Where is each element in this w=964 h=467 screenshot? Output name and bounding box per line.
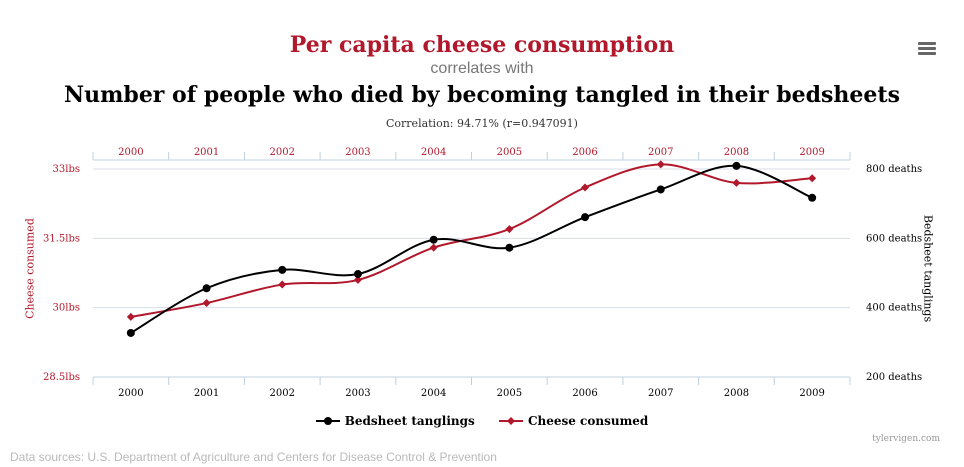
bedsheet-point bbox=[505, 243, 514, 252]
x-top-tick-label: 2006 bbox=[572, 147, 597, 158]
x-bottom-tick-label: 2003 bbox=[345, 388, 370, 399]
y-right-tick-label: 800 deaths bbox=[866, 164, 922, 175]
menu-bar bbox=[918, 47, 936, 50]
y-left-tick-label: 30lbs bbox=[53, 303, 80, 314]
x-top-tick-label: 2003 bbox=[345, 147, 370, 158]
y-left-tick-label: 31.5lbs bbox=[43, 233, 80, 244]
x-top-tick-label: 2008 bbox=[724, 147, 749, 158]
series-line-cheese bbox=[130, 163, 813, 318]
bedsheet-point bbox=[581, 213, 590, 222]
correlation-text: Correlation: 94.71% (r=0.947091) bbox=[386, 117, 578, 130]
diamond-marker-icon bbox=[498, 417, 523, 425]
series-line-bedsheet bbox=[130, 164, 813, 334]
legend-item-cheese[interactable]: Cheese consumed bbox=[498, 414, 649, 428]
x-bottom-tick-label: 2006 bbox=[572, 388, 597, 399]
x-bottom-tick-label: 2001 bbox=[194, 388, 219, 399]
chart-title-bedsheets: Number of people who died by becoming ta… bbox=[64, 82, 900, 108]
x-bottom-tick-label: 2008 bbox=[724, 388, 749, 399]
x-bottom-tick-label: 2009 bbox=[799, 388, 824, 399]
y-left-tick-label: 33lbs bbox=[53, 164, 80, 175]
chart-subtitle: correlates with bbox=[430, 60, 534, 77]
x-bottom-tick-label: 2004 bbox=[421, 388, 446, 399]
hamburger-menu-icon[interactable] bbox=[918, 42, 936, 58]
x-top-tick-label: 2002 bbox=[270, 147, 295, 158]
x-bottom-tick-label: 2002 bbox=[270, 388, 295, 399]
y-right-tick-label: 600 deaths bbox=[866, 233, 922, 244]
bedsheet-point bbox=[429, 235, 438, 244]
bedsheet-point bbox=[126, 328, 135, 337]
menu-bar bbox=[918, 42, 936, 45]
bedsheet-point bbox=[808, 193, 817, 202]
x-bottom-tick-label: 2007 bbox=[648, 388, 673, 399]
y-left-tick-label: 28.5lbs bbox=[43, 372, 80, 383]
bedsheet-point bbox=[656, 185, 665, 194]
y-right-tick-label: 200 deaths bbox=[866, 372, 922, 383]
legend-label-cheese: Cheese consumed bbox=[527, 414, 649, 428]
x-top-tick-label: 2005 bbox=[497, 147, 522, 158]
bedsheet-point bbox=[353, 270, 362, 279]
y-axis-left-label: Cheese consumed bbox=[23, 218, 37, 319]
chart-legend: Bedsheet tanglings Cheese consumed bbox=[0, 414, 964, 429]
cheese-point bbox=[278, 280, 287, 289]
x-top-tick-label: 2000 bbox=[118, 147, 143, 158]
legend-label-bedsheet: Bedsheet tanglings bbox=[344, 414, 475, 428]
cheese-point bbox=[429, 243, 438, 252]
chart-title-cheese: Per capita cheese consumption bbox=[289, 32, 675, 58]
cheese-point bbox=[581, 183, 590, 192]
cheese-point bbox=[505, 225, 514, 234]
legend-item-bedsheet[interactable]: Bedsheet tanglings bbox=[315, 414, 475, 428]
cheese-point bbox=[808, 174, 817, 183]
cheese-point bbox=[202, 299, 211, 308]
cheese-point bbox=[353, 275, 362, 284]
bedsheet-point bbox=[278, 265, 287, 274]
y-right-tick-label: 400 deaths bbox=[866, 303, 922, 314]
cheese-point bbox=[732, 178, 741, 187]
x-top-tick-label: 2004 bbox=[421, 147, 446, 158]
bedsheet-point bbox=[732, 161, 741, 170]
menu-bar bbox=[918, 52, 936, 55]
x-bottom-tick-label: 2005 bbox=[497, 388, 522, 399]
credit-link[interactable]: tylervigen.com bbox=[872, 434, 940, 444]
data-sources: Data sources: U.S. Department of Agricul… bbox=[10, 450, 497, 464]
circle-marker-icon bbox=[315, 417, 340, 425]
x-top-tick-label: 2001 bbox=[194, 147, 219, 158]
cheese-point bbox=[656, 160, 665, 169]
x-bottom-tick-label: 2000 bbox=[118, 388, 143, 399]
y-axis-right-label: Bedsheet tanglings bbox=[921, 214, 935, 323]
cheese-point bbox=[126, 312, 135, 321]
x-top-tick-label: 2009 bbox=[799, 147, 824, 158]
bedsheet-point bbox=[202, 284, 211, 293]
x-top-tick-label: 2007 bbox=[648, 147, 673, 158]
